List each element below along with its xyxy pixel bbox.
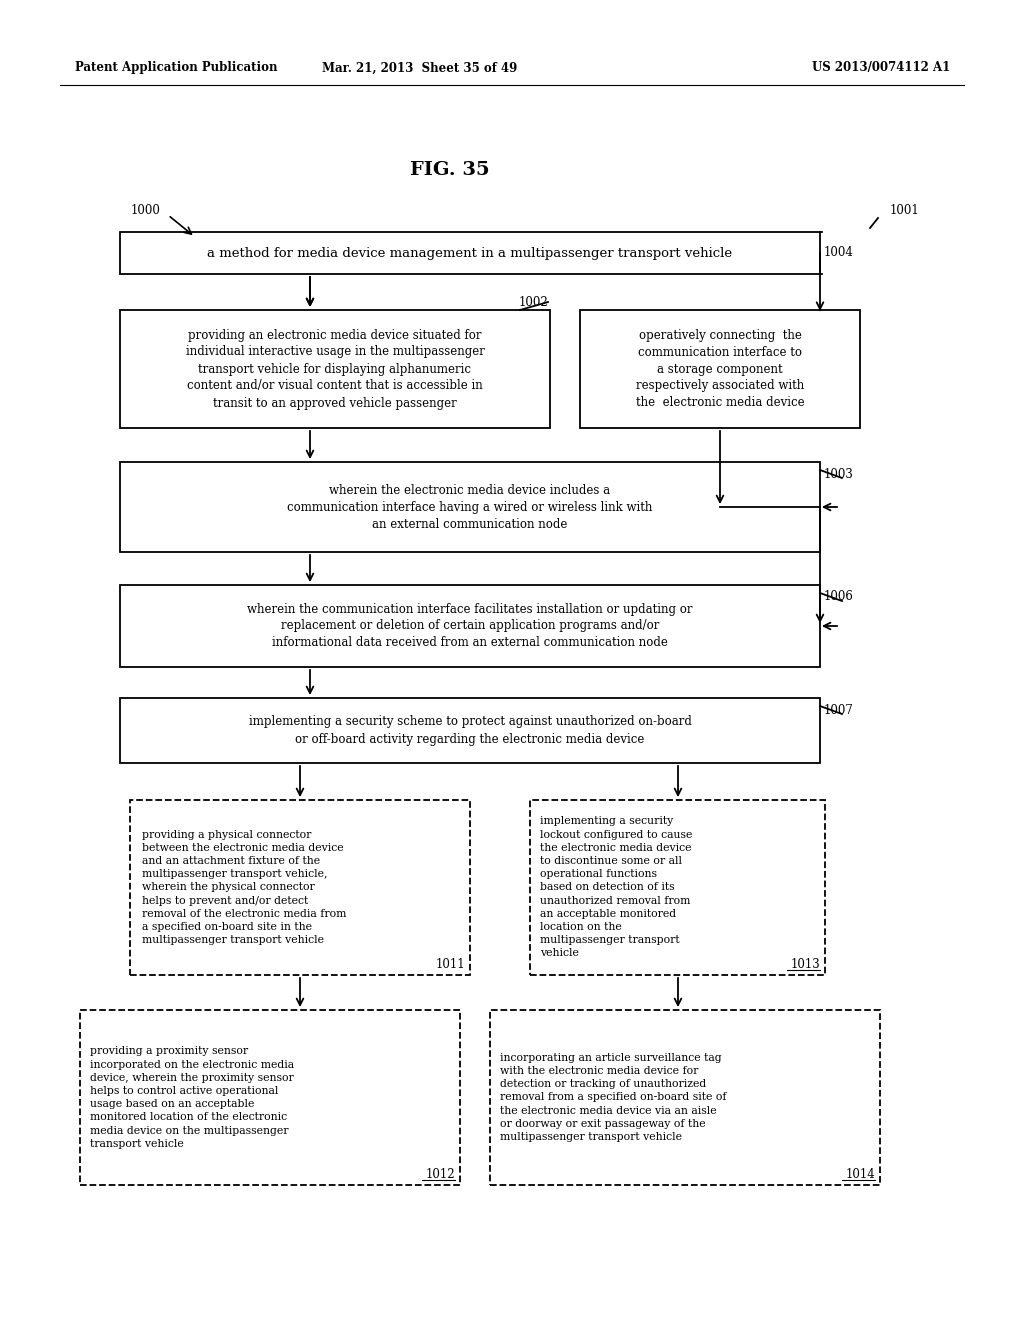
- Bar: [120, 232, 820, 275]
- Text: 1002: 1002: [518, 296, 548, 309]
- Text: Mar. 21, 2013  Sheet 35 of 49: Mar. 21, 2013 Sheet 35 of 49: [323, 62, 517, 74]
- Text: providing an electronic media device situated for
individual interactive usage i: providing an electronic media device sit…: [185, 329, 484, 409]
- Bar: [580, 310, 860, 428]
- Text: Patent Application Publication: Patent Application Publication: [75, 62, 278, 74]
- Text: 1003: 1003: [824, 467, 854, 480]
- Text: providing a proximity sensor
incorporated on the electronic media
device, wherei: providing a proximity sensor incorporate…: [90, 1047, 294, 1148]
- Text: 1004: 1004: [824, 247, 854, 260]
- Text: 1012: 1012: [425, 1168, 455, 1181]
- Text: wherein the electronic media device includes a
communication interface having a : wherein the electronic media device incl…: [288, 483, 652, 531]
- Text: FIG. 35: FIG. 35: [411, 161, 489, 180]
- Text: 1013: 1013: [791, 958, 820, 972]
- Bar: [120, 310, 550, 428]
- Text: 1014: 1014: [845, 1168, 874, 1181]
- Bar: [80, 1010, 460, 1185]
- Bar: [120, 585, 820, 667]
- Text: 1000: 1000: [130, 203, 160, 216]
- Bar: [490, 1010, 880, 1185]
- Text: wherein the communication interface facilitates installation or updating or
repl: wherein the communication interface faci…: [247, 602, 693, 649]
- Text: operatively connecting  the
communication interface to
a storage component
respe: operatively connecting the communication…: [636, 329, 804, 409]
- Text: implementing a security
lockout configured to cause
the electronic media device
: implementing a security lockout configur…: [540, 817, 692, 958]
- Text: implementing a security scheme to protect against unauthorized on-board
or off-b: implementing a security scheme to protec…: [249, 715, 691, 746]
- Text: a method for media device management in a multipassenger transport vehicle: a method for media device management in …: [208, 247, 732, 260]
- Text: 1007: 1007: [824, 704, 854, 717]
- Bar: [130, 800, 470, 975]
- Text: providing a physical connector
between the electronic media device
and an attach: providing a physical connector between t…: [142, 830, 346, 945]
- Text: US 2013/0074112 A1: US 2013/0074112 A1: [812, 62, 950, 74]
- Bar: [120, 698, 820, 763]
- Text: 1001: 1001: [890, 203, 920, 216]
- Text: 1011: 1011: [435, 958, 465, 972]
- Text: incorporating an article surveillance tag
with the electronic media device for
d: incorporating an article surveillance ta…: [500, 1053, 726, 1142]
- Text: 1006: 1006: [824, 590, 854, 603]
- Bar: [120, 462, 820, 552]
- Bar: [530, 800, 825, 975]
